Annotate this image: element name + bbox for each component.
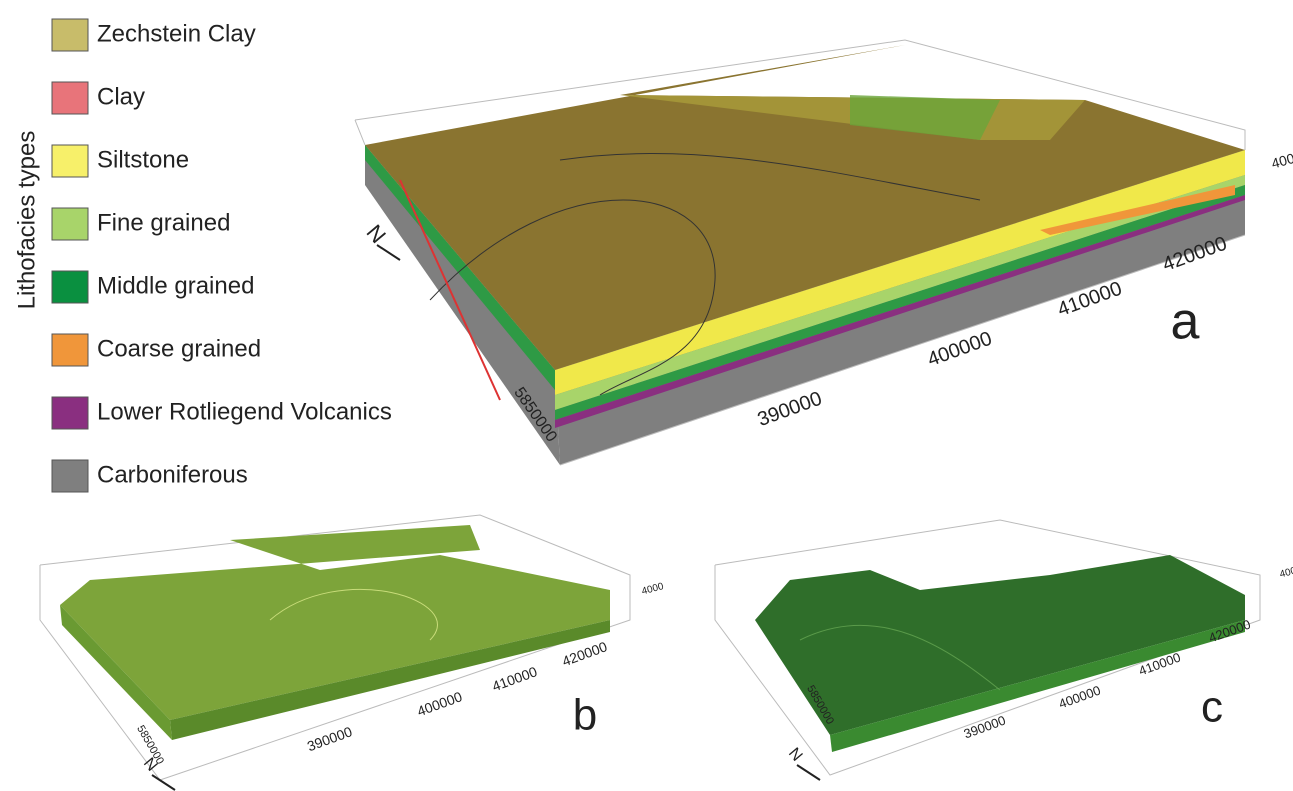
legend-label: Middle grained	[97, 272, 254, 299]
panel-label: a	[1171, 293, 1200, 351]
x-tick-label: 390000	[962, 713, 1008, 742]
north-arrow	[377, 245, 400, 260]
legend-swatch	[52, 460, 88, 492]
legend-swatch	[52, 19, 88, 51]
z-tick-label: 4000	[1270, 148, 1293, 172]
legend-label: Zechstein Clay	[97, 20, 256, 47]
north-label: N	[362, 220, 391, 248]
legend-label: Fine grained	[97, 209, 230, 236]
legend-label: Coarse grained	[97, 335, 261, 362]
legend-swatch	[52, 208, 88, 240]
bounding-box	[355, 120, 365, 145]
panel-label: b	[573, 691, 597, 740]
legend-swatch	[52, 271, 88, 303]
legend-title: Lithofacies types	[13, 131, 40, 310]
legend-label: Lower Rotliegend Volcanics	[97, 398, 392, 425]
legend-swatch	[52, 145, 88, 177]
x-tick-label: 410000	[490, 663, 540, 694]
x-tick-label: 420000	[560, 638, 610, 669]
model-c	[715, 520, 1260, 775]
legend-label: Siltstone	[97, 146, 189, 173]
z-tick-label: 4000	[1279, 564, 1293, 580]
north-arrow	[797, 765, 820, 780]
x-tick-label: 400000	[1057, 683, 1103, 712]
north-label: N	[785, 745, 805, 765]
figure: Lithofacies types Zechstein Clay Clay Silts…	[0, 0, 1293, 791]
z-tick-label: 4000	[641, 581, 666, 597]
x-tick-label: 400000	[415, 688, 465, 719]
legend-label: Carboniferous	[97, 461, 248, 488]
legend-swatch	[52, 82, 88, 114]
panel-label: c	[1201, 683, 1223, 732]
north-arrow	[152, 775, 175, 790]
legend-swatch	[52, 397, 88, 429]
legend-swatch	[52, 334, 88, 366]
legend-label: Clay	[97, 83, 145, 110]
